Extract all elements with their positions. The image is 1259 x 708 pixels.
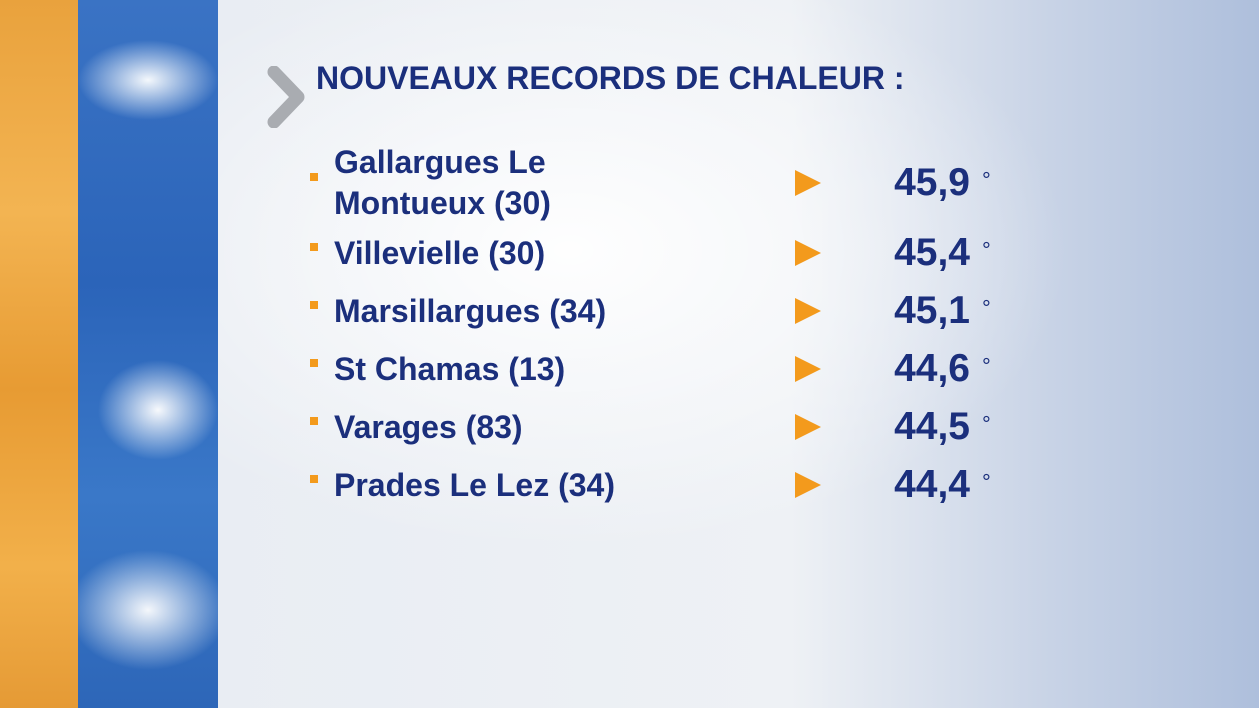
record-list: Gallargues Le Montueux (30) 45,9 ° Villevie… (310, 142, 1030, 514)
arrow (795, 240, 821, 271)
place: Gallargues Le Montueux (30) (334, 144, 551, 221)
bullet (310, 173, 318, 181)
arrow (795, 356, 821, 387)
degree: ° (982, 411, 991, 437)
orange-strip (0, 0, 78, 708)
record-row: Villevielle (30) 45,4 ° (310, 224, 1030, 282)
bullet (310, 417, 318, 425)
arrow (795, 472, 821, 503)
bullet (310, 243, 318, 251)
temperature: 44,5 (894, 405, 970, 448)
record-row: Varages (83) 44,5 ° (310, 398, 1030, 456)
record-row: St Chamas (13) 44,6 ° (310, 340, 1030, 398)
place: Villevielle (30) (334, 234, 546, 271)
arrow (795, 170, 821, 201)
degree: ° (982, 237, 991, 263)
temperature: 44,6 (894, 347, 970, 390)
title: NOUVEAUX RECORDS DE CHALEUR : (316, 60, 905, 96)
degree: ° (982, 167, 991, 193)
bullet (310, 475, 318, 483)
record-row: Prades Le Lez (34) 44,4 ° (310, 456, 1030, 514)
chevron (267, 66, 305, 128)
bullet (310, 359, 318, 367)
degree: ° (982, 295, 991, 321)
temperature: 45,9 (894, 161, 970, 204)
temperature: 45,1 (894, 289, 970, 332)
temperature: 45,4 (894, 231, 970, 274)
place: Marsillargues (34) (334, 292, 607, 329)
bullet (310, 301, 318, 309)
record-row: Gallargues Le Montueux (30) 45,9 ° (310, 142, 1030, 224)
arrow (795, 414, 821, 445)
arrow (795, 298, 821, 329)
degree: ° (982, 353, 991, 379)
temperature: 44,4 (894, 463, 970, 506)
place: Varages (83) (334, 408, 523, 445)
degree: ° (982, 469, 991, 495)
place: Prades Le Lez (34) (334, 466, 615, 503)
record-row: Marsillargues (34) 45,1 ° (310, 282, 1030, 340)
sky-strip (78, 0, 218, 708)
panel (218, 0, 1259, 708)
place: St Chamas (13) (334, 350, 566, 387)
